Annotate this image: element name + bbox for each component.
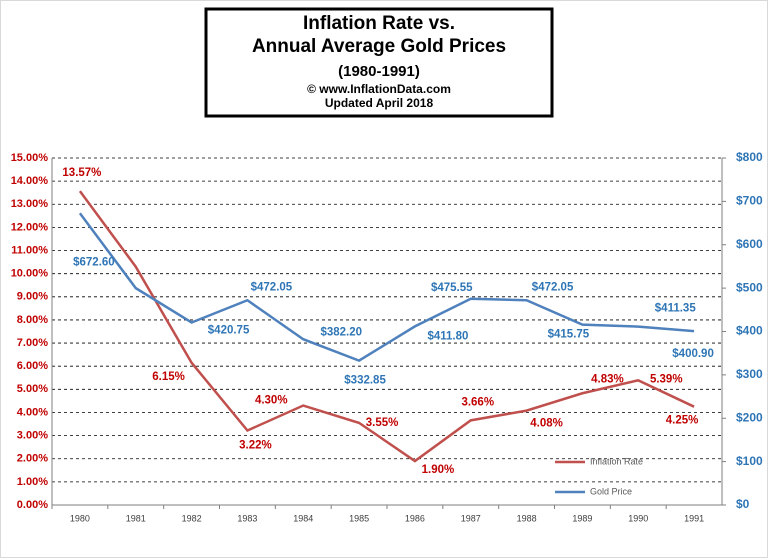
y2-tick-label: $300	[736, 367, 763, 381]
x-tick-label: 1987	[461, 513, 481, 523]
x-tick-label: 1986	[405, 513, 425, 523]
data-label: $332.85	[344, 375, 386, 387]
y-tick-label: 11.00%	[11, 244, 48, 256]
y2-tick-label: $800	[736, 150, 763, 164]
chart-subtitle: (1980-1991)	[338, 63, 420, 80]
data-label: $672.60	[73, 256, 115, 268]
y-tick-label: 14.00%	[11, 175, 49, 187]
data-label: $382.20	[320, 326, 362, 338]
legend-label: Inflation Rate	[590, 456, 643, 466]
series-line	[78, 212, 695, 363]
y-tick-label: 13.00%	[11, 198, 49, 210]
y-tick-label: 12.00%	[11, 221, 49, 233]
x-tick-label: 1983	[237, 513, 257, 523]
x-tick-label: 1981	[126, 513, 146, 523]
y2-tick-label: $200	[736, 410, 763, 424]
series-line	[78, 190, 695, 463]
data-label: 4.83%	[591, 373, 624, 385]
y2-tick-label: $700	[736, 194, 763, 208]
title-box	[204, 7, 554, 118]
y-tick-label: 1.00%	[17, 476, 48, 488]
x-tick-label: 1982	[182, 513, 202, 523]
y-tick-label: 2.00%	[17, 453, 48, 465]
y-tick-label: 8.00%	[17, 314, 48, 326]
data-label: $415.75	[548, 329, 590, 341]
data-label: $472.05	[251, 281, 293, 293]
y2-tick-label: $400	[736, 324, 763, 338]
data-label: $400.90	[672, 348, 714, 360]
data-label: 3.22%	[239, 440, 272, 452]
chart-title: Annual Average Gold Prices	[252, 36, 506, 57]
y-tick-label: 7.00%	[17, 337, 48, 349]
x-tick-label: 1988	[517, 513, 537, 523]
y-tick-label: 9.00%	[17, 291, 48, 303]
data-label: 6.15%	[152, 371, 185, 383]
data-label: 3.66%	[461, 396, 494, 408]
y-tick-label: 6.00%	[17, 360, 48, 372]
data-label: $411.35	[655, 303, 697, 315]
chart-subtitle: Updated April 2018	[325, 96, 434, 110]
data-label: 3.55%	[366, 417, 399, 429]
x-tick-label: 1990	[628, 513, 648, 523]
y-tick-label: 3.00%	[17, 430, 48, 442]
x-tick-label: 1989	[572, 513, 592, 523]
x-tick-label: 1984	[293, 513, 313, 523]
y2-tick-label: $500	[736, 280, 763, 294]
data-label: 4.30%	[255, 395, 288, 407]
y-tick-label: 15.00%	[11, 152, 49, 164]
data-label: 1.90%	[422, 464, 455, 476]
x-tick-label: 1985	[349, 513, 369, 523]
data-label: 13.57%	[62, 167, 101, 179]
data-label: 4.25%	[666, 415, 699, 427]
chart-subtitle: © www.InflationData.com	[307, 82, 451, 96]
y-tick-label: 4.00%	[17, 406, 48, 418]
y-tick-label: 10.00%	[11, 268, 49, 280]
data-label: $420.75	[208, 325, 250, 337]
y2-tick-label: $0	[736, 497, 750, 511]
y2-tick-label: $100	[736, 454, 763, 468]
legend-label: Gold Price	[590, 486, 632, 496]
x-tick-label: 1980	[70, 513, 90, 523]
data-label: 4.08%	[530, 418, 563, 430]
data-label: $411.80	[427, 330, 468, 342]
y-tick-label: 0.00%	[17, 499, 48, 511]
data-label: $472.05	[532, 281, 574, 293]
data-label: 5.39%	[650, 373, 683, 385]
x-tick-label: 1991	[684, 513, 704, 523]
y-tick-label: 5.00%	[17, 383, 48, 395]
chart-title: Inflation Rate vs.	[303, 13, 455, 34]
y2-tick-label: $600	[736, 237, 763, 251]
data-label: $475.55	[431, 282, 473, 294]
